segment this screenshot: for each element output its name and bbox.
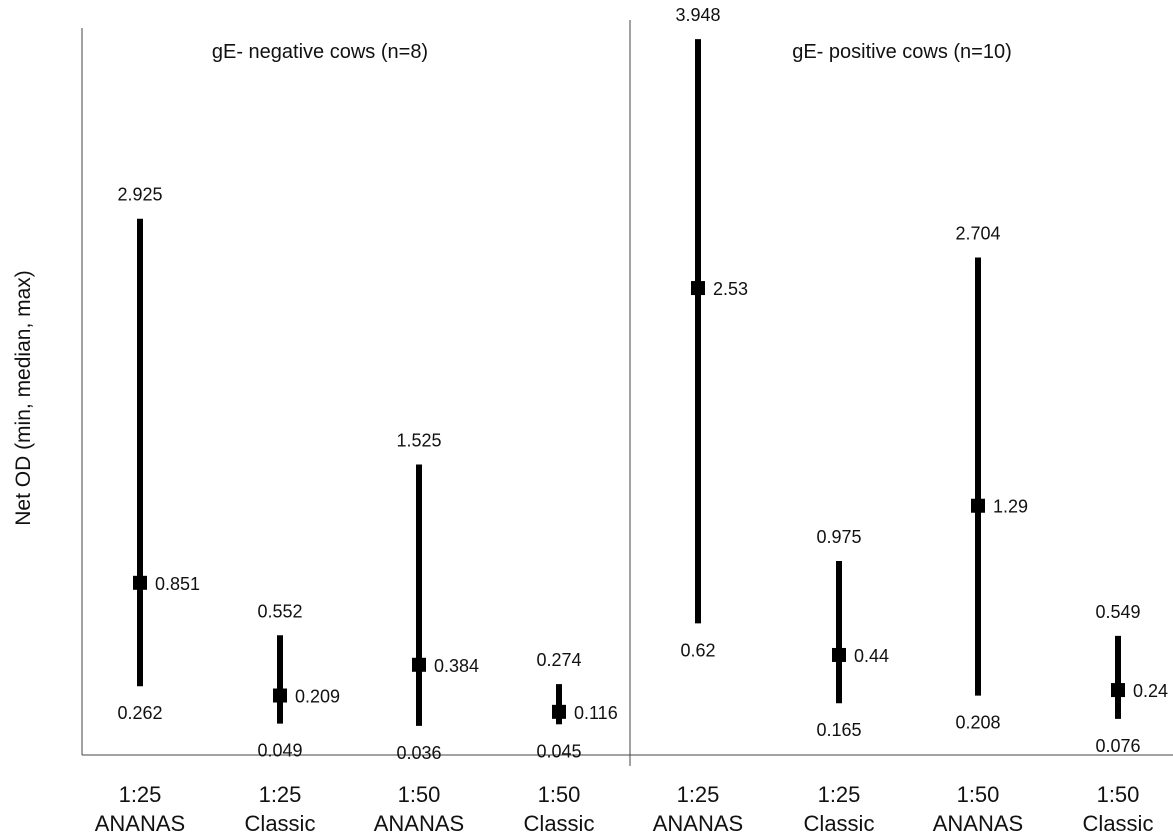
min-label-p1-g3: 0.036 [396, 743, 441, 763]
axes [82, 20, 1173, 766]
y-axis-label: Net OD (min, median, max) [12, 270, 35, 526]
x-tick-method-p2-g2: Classic [804, 811, 875, 835]
x-tick-dilution-p1-g3: 1:50 [398, 782, 441, 807]
chart-marks: 2.925 0.262 0.851 0.552 0.049 0.209 1.525 0.036… [117, 5, 1168, 763]
min-label-p1-g4: 0.045 [536, 741, 581, 761]
max-label-p2-g2: 0.975 [816, 527, 861, 547]
min-label-p1-g1: 0.262 [117, 703, 162, 723]
x-tick-labels: 1:25 ANANAS 1:25 Classic 1:50 ANANAS 1:50 Class… [95, 782, 1154, 835]
max-label-p2-g1: 3.948 [675, 5, 720, 25]
median-label-p1-g3: 0.384 [434, 656, 479, 676]
median-label-p1-g4: 0.116 [574, 703, 618, 723]
panel-titles: gE- negative cows (n=8) gE- positive cows… [212, 41, 1012, 63]
min-label-p2-g1: 0.62 [680, 640, 715, 660]
x-tick-method-p2-g4: Classic [1083, 811, 1154, 835]
min-label-p1-g2: 0.049 [257, 741, 302, 761]
x-tick-dilution-p2-g3: 1:50 [957, 782, 1000, 807]
max-label-p1-g2: 0.552 [257, 601, 302, 621]
x-tick-method-p2-g1: ANANAS [653, 811, 743, 835]
x-tick-dilution-p2-g1: 1:25 [677, 782, 720, 807]
x-tick-method-p1-g3: ANANAS [374, 811, 464, 835]
median-label-p2-g1: 2.53 [713, 279, 748, 299]
x-tick-dilution-p2-g2: 1:25 [818, 782, 861, 807]
median-label-p1-g1: 0.851 [155, 574, 200, 594]
x-tick-dilution-p1-g1: 1:25 [119, 782, 162, 807]
x-tick-method-p2-g3: ANANAS [933, 811, 1023, 835]
median-marker-p2-g4 [1111, 683, 1125, 697]
max-label-p2-g4: 0.549 [1095, 602, 1140, 622]
max-label-p2-g3: 2.704 [955, 224, 1000, 244]
median-marker-p2-g1 [691, 281, 705, 295]
x-tick-dilution-p1-g2: 1:25 [259, 782, 302, 807]
x-tick-dilution-p2-g4: 1:50 [1097, 782, 1140, 807]
max-label-p1-g1: 2.925 [117, 185, 162, 205]
min-label-p2-g3: 0.208 [955, 713, 1000, 733]
median-label-p2-g3: 1.29 [993, 497, 1028, 517]
max-label-p1-g3: 1.525 [396, 430, 441, 450]
x-tick-method-p1-g2: Classic [245, 811, 316, 835]
median-marker-p1-g3 [412, 658, 426, 672]
min-label-p2-g4: 0.076 [1095, 736, 1140, 756]
median-label-p1-g2: 0.209 [295, 687, 340, 707]
median-marker-p2-g3 [971, 499, 985, 513]
median-label-p2-g4: 0.24 [1133, 681, 1168, 701]
median-marker-p1-g4 [552, 705, 566, 719]
median-label-p2-g2: 0.44 [854, 646, 889, 666]
x-tick-method-p1-g4: Classic [524, 811, 595, 835]
median-marker-p2-g2 [832, 648, 846, 662]
panel-title-2: gE- positive cows (n=10) [792, 41, 1012, 63]
x-tick-method-p1-g1: ANANAS [95, 811, 185, 835]
median-marker-p1-g2 [273, 689, 287, 703]
x-tick-dilution-p1-g4: 1:50 [538, 782, 581, 807]
median-marker-p1-g1 [133, 576, 147, 590]
max-label-p1-g4: 0.274 [536, 650, 581, 670]
panel-title-1: gE- negative cows (n=8) [212, 41, 428, 63]
min-label-p2-g2: 0.165 [816, 720, 861, 740]
